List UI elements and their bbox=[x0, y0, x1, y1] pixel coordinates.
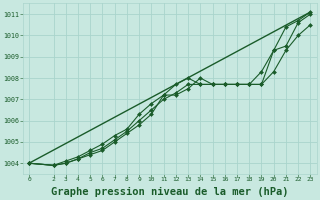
X-axis label: Graphe pression niveau de la mer (hPa): Graphe pression niveau de la mer (hPa) bbox=[51, 186, 289, 197]
